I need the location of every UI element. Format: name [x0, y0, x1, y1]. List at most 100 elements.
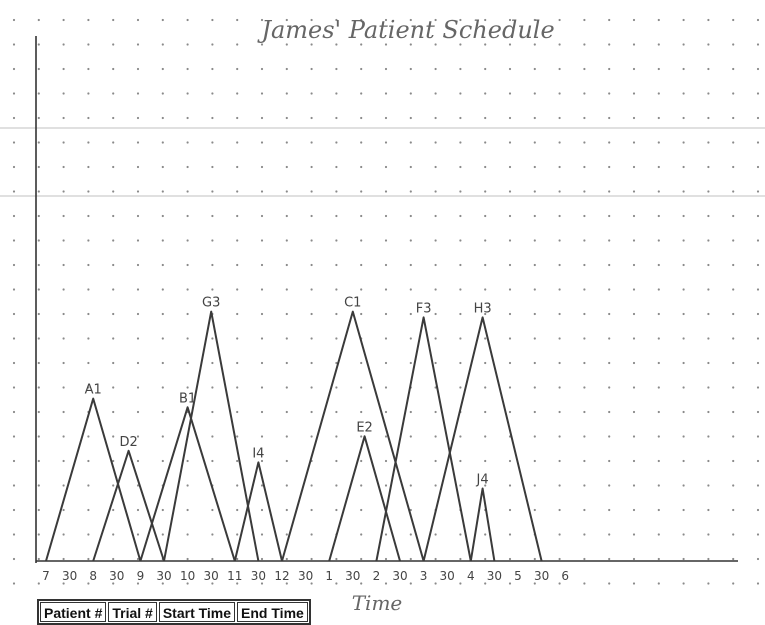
grid-dot [484, 141, 487, 144]
series-A1 [45, 397, 142, 562]
grid-dot [161, 386, 164, 389]
x-tick-label: 30 [392, 569, 407, 583]
grid-dot [37, 43, 40, 46]
grid-dot [434, 435, 437, 438]
grid-dot [211, 116, 214, 120]
grid-dot [260, 214, 264, 218]
grid-dot [756, 386, 760, 389]
grid-dot [12, 18, 16, 22]
grid-dot [236, 361, 239, 365]
grid-dot [756, 435, 760, 438]
grid-dot [211, 190, 214, 193]
grid-dot [533, 557, 536, 561]
grid-dot [459, 239, 462, 242]
grid-dot [657, 410, 660, 414]
grid-dot [161, 67, 164, 71]
grid-dot [632, 337, 636, 340]
grid-dot [335, 263, 338, 267]
series-label-B1: B1 [179, 391, 196, 406]
grid-dot [508, 214, 512, 218]
grid-dot [360, 484, 363, 487]
grid-dot [533, 459, 536, 463]
grid-dot [112, 435, 115, 438]
grid-dot [583, 484, 586, 487]
grid-dot [360, 67, 363, 71]
series-label-J4: J4 [476, 473, 489, 488]
grid-dot [583, 141, 586, 144]
grid-dot [37, 116, 40, 120]
grid-dot [434, 459, 437, 463]
grid-dot [335, 92, 338, 95]
grid-dot [186, 263, 189, 267]
grid-dot [260, 386, 264, 389]
grid-dot [62, 239, 65, 242]
grid-dot [484, 165, 487, 169]
grid-dot [558, 582, 561, 585]
grid-dot [484, 582, 487, 585]
grid-dot [583, 116, 586, 120]
grid-dot [484, 18, 487, 22]
grid-dot [632, 43, 636, 46]
grid-dot [434, 239, 437, 242]
grid-dot [459, 459, 462, 463]
grid-dot [12, 533, 16, 536]
grid-dot [260, 312, 264, 316]
grid-dot [260, 288, 264, 291]
grid-dot [87, 263, 90, 267]
grid-dot [657, 116, 660, 120]
grid-dot [608, 141, 611, 144]
grid-dot [12, 361, 16, 365]
grid-dot [434, 190, 437, 193]
grid-dot [707, 484, 710, 487]
grid-dot [732, 239, 735, 242]
grid-dot [583, 18, 586, 22]
x-tick-labels: 7 30 8 30 9 30 10 30 11 30 12 30 1 30 2 30 3 30 4 30 5 30 6 [42, 569, 569, 583]
grid-dot [335, 165, 338, 169]
grid-dot [112, 92, 115, 95]
grid-dot [434, 214, 437, 218]
grid-dot [310, 533, 313, 536]
grid-dot [260, 459, 264, 463]
grid-dot [558, 116, 561, 120]
grid-dot [434, 67, 437, 71]
grid-dot [756, 312, 760, 316]
grid-dot [335, 239, 338, 242]
grid-dot [657, 43, 660, 46]
series-E2 [328, 435, 401, 562]
grid-dot [583, 312, 586, 316]
grid-dot [37, 361, 40, 365]
grid-dot [236, 508, 239, 512]
grid-dot [260, 190, 264, 193]
grid-dot [310, 239, 313, 242]
grid-dot [682, 582, 685, 585]
grid-dot [732, 557, 735, 561]
grid-dot [508, 312, 512, 316]
series-label-F3: F3 [416, 301, 432, 316]
grid-dot [310, 386, 313, 389]
grid-dot [136, 18, 140, 22]
grid-dot [310, 288, 313, 291]
grid-dot [533, 386, 536, 389]
grid-dot [558, 165, 561, 169]
grid-dot [558, 214, 561, 218]
grid-dot [335, 141, 338, 144]
grid-dot [186, 165, 189, 169]
grid-dot [236, 18, 239, 22]
grid-dot [632, 165, 636, 169]
grid-dot [211, 239, 214, 242]
grid-dot [608, 92, 611, 95]
series-label-G3: G3 [202, 296, 220, 311]
grid-dot [608, 410, 611, 414]
grid-dot [657, 214, 660, 218]
grid-dot [260, 165, 264, 169]
grid-dot [260, 116, 264, 120]
grid-dot [136, 67, 140, 71]
grid-dot [87, 288, 90, 291]
grid-dot [37, 190, 40, 193]
grid-dot [87, 508, 90, 512]
grid-dot [583, 533, 586, 536]
grid-dot [186, 386, 189, 389]
grid-dot [260, 508, 264, 512]
grid-dot [608, 435, 611, 438]
grid-dot [37, 67, 40, 71]
